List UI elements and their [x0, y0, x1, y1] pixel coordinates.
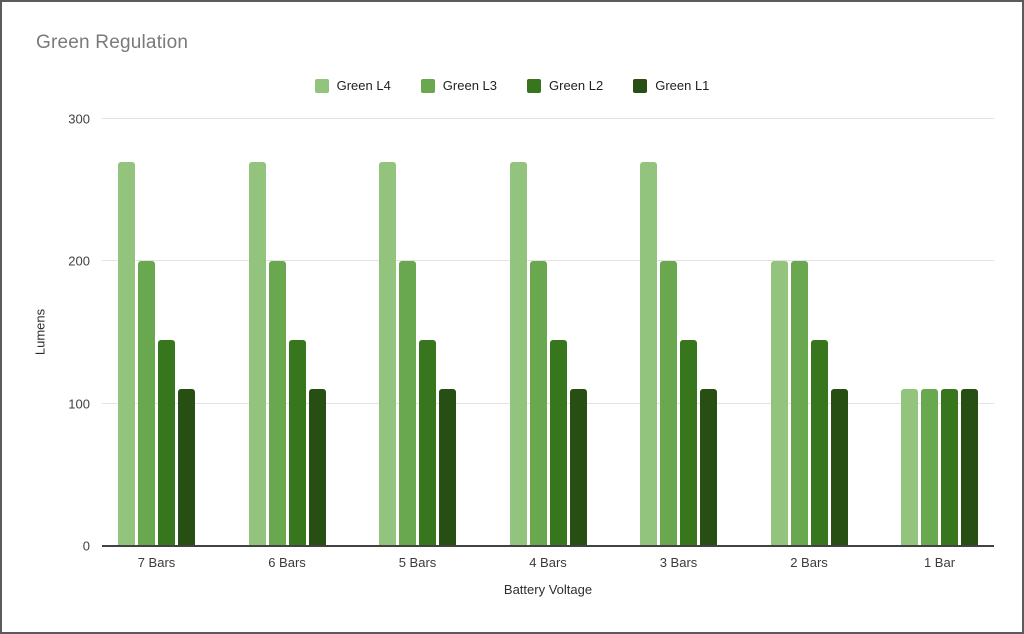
y-axis-title: Lumens — [32, 308, 48, 356]
y-tick-label: 300 — [68, 111, 90, 127]
bar — [640, 161, 657, 546]
x-category-label: 1 Bar — [923, 555, 956, 570]
y-tick-label: 0 — [82, 538, 90, 554]
gridline-200 — [102, 260, 994, 262]
legend-swatch — [420, 78, 435, 93]
x-category-label: 2 Bars — [790, 555, 828, 570]
bar — [308, 389, 326, 546]
y-tick-label: 100 — [68, 396, 90, 412]
bar — [379, 161, 396, 546]
bar — [921, 389, 938, 546]
bar — [961, 389, 978, 546]
chart-title: Green Regulation — [36, 32, 189, 53]
bar — [810, 339, 828, 546]
legend-item: Green L2 — [527, 78, 603, 93]
bar — [138, 261, 155, 546]
bar-group: 7 Bars — [118, 119, 195, 570]
legend-swatch — [314, 78, 329, 93]
legend-item: Green L3 — [420, 78, 497, 93]
bar — [178, 389, 195, 546]
bar-group: 2 Bars — [770, 119, 848, 570]
bar-group: 1 Bar — [901, 119, 978, 570]
bar — [268, 261, 286, 546]
bar — [569, 389, 587, 546]
bar — [660, 261, 677, 546]
bar — [529, 261, 547, 546]
bar — [158, 339, 175, 546]
bar — [439, 389, 456, 546]
bar — [549, 339, 567, 546]
bar — [118, 161, 135, 546]
bar — [770, 261, 788, 546]
bar — [680, 339, 697, 546]
legend-item: Green L4 — [314, 78, 391, 93]
legend-label: Green L4 — [336, 78, 391, 93]
bar — [399, 261, 416, 546]
x-category-label: 5 Bars — [398, 555, 437, 570]
legend-swatch — [527, 78, 541, 93]
legend-label: Green L1 — [655, 78, 710, 93]
gridline-100 — [102, 402, 994, 404]
bar-groups: 7 Bars 6 Bars 5 Bars 4 Bars 3 Bars 2 Bars 1 Ba… — [102, 119, 994, 570]
plot-area: 7 Bars 6 Bars 5 Bars 4 Bars 3 Bars 2 Bars 1 Ba… — [68, 112, 994, 570]
x-axis-title: Battery Voltage — [503, 582, 593, 597]
legend-label: Green L2 — [549, 78, 604, 93]
bar-group: 3 Bars — [640, 119, 717, 570]
legend-swatch — [633, 78, 648, 93]
bar-group: 5 Bars — [379, 119, 456, 570]
x-category-label: 7 Bars — [137, 555, 176, 570]
legend-item: Green L1 — [633, 78, 709, 93]
y-tick-label: 200 — [68, 253, 90, 269]
bar — [288, 339, 306, 546]
bar — [830, 389, 848, 546]
bar-group: 4 Bars — [509, 119, 587, 570]
bar — [901, 389, 918, 546]
x-axis-line — [102, 545, 994, 547]
legend: Green L4 Green L3 Green L2 Green L1 — [2, 78, 1022, 93]
gridline-300 — [102, 118, 994, 119]
x-category-label: 6 Bars — [268, 555, 306, 570]
legend-label: Green L3 — [442, 78, 497, 93]
x-category-label: 3 Bars — [659, 555, 698, 570]
bar — [941, 389, 958, 546]
bar — [419, 339, 436, 546]
bar — [790, 261, 808, 546]
bar — [248, 161, 266, 546]
x-category-label: 4 Bars — [529, 555, 567, 570]
bar — [509, 161, 527, 546]
bar-group: 6 Bars — [248, 119, 326, 570]
bar — [700, 389, 717, 546]
